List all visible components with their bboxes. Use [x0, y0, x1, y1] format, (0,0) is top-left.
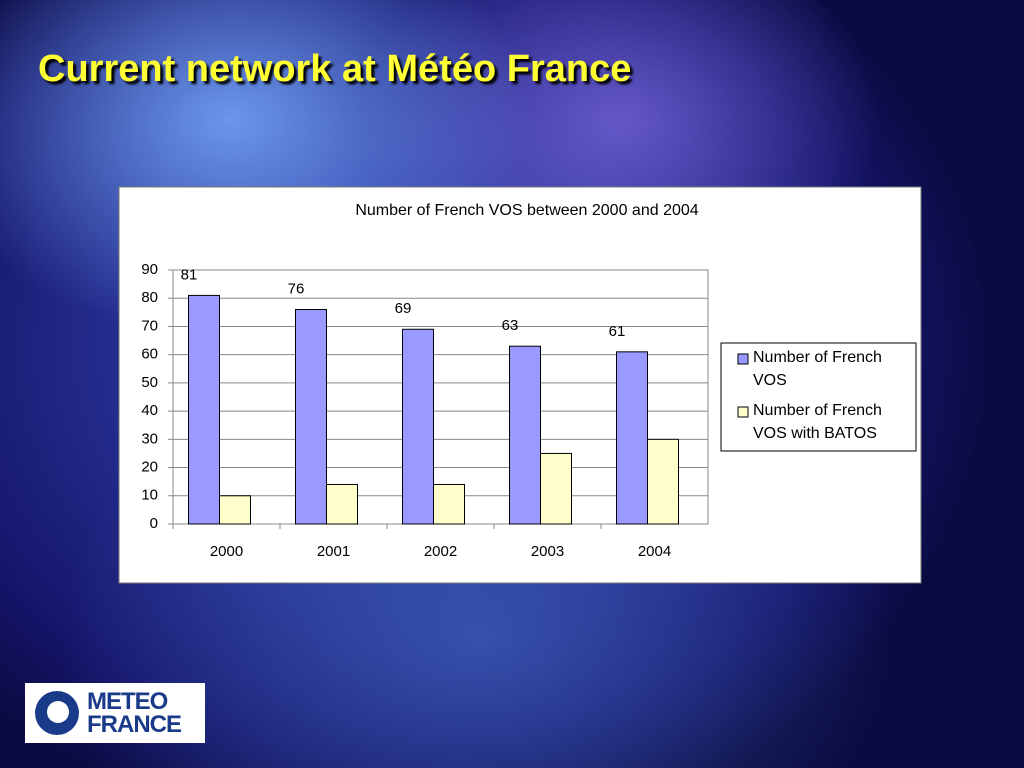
y-tick-label: 20	[141, 459, 158, 476]
logo: METEO FRANCE	[25, 683, 205, 743]
data-label: 81	[181, 266, 198, 283]
logo-icon	[35, 691, 79, 735]
legend-entry: Number of French VOS	[753, 349, 882, 389]
bar	[616, 351, 648, 525]
x-tick-label: 2001	[317, 543, 350, 560]
legend-entry: Number of French VOS with BATOS	[753, 402, 882, 442]
legend-swatch	[737, 406, 749, 418]
y-tick-label: 10	[141, 487, 158, 504]
chart-title: Number of French VOS between 2000 and 20…	[355, 202, 698, 219]
bar	[540, 452, 572, 525]
bar	[402, 328, 434, 525]
legend-box	[720, 342, 917, 452]
legend-label: Number of French VOS	[753, 349, 882, 389]
data-label: 61	[609, 323, 626, 340]
x-tick-label: 2003	[531, 543, 564, 560]
bar	[188, 294, 220, 525]
bar	[326, 483, 358, 525]
logo-text: METEO	[87, 688, 168, 715]
data-label: 76	[288, 280, 305, 297]
slide-title: Current network at Météo France	[38, 48, 632, 90]
y-tick-label: 30	[141, 430, 158, 447]
y-tick-label: 40	[141, 402, 158, 419]
bar	[509, 345, 541, 525]
x-tick-label: 2004	[638, 543, 671, 560]
y-tick-label: 60	[141, 346, 158, 363]
data-label: 69	[395, 300, 412, 317]
y-tick-label: 50	[141, 374, 158, 391]
y-tick-label: 80	[141, 289, 158, 306]
legend-label: Number of French VOS with BATOS	[753, 402, 882, 442]
y-tick-label: 0	[150, 515, 158, 532]
y-tick-label: 90	[141, 261, 158, 278]
bar	[433, 483, 465, 525]
bar	[647, 438, 679, 525]
bar	[219, 495, 251, 525]
x-tick-label: 2002	[424, 543, 457, 560]
x-tick-label: 2000	[210, 543, 243, 560]
legend-swatch	[737, 353, 749, 365]
y-tick-label: 70	[141, 317, 158, 334]
bar	[295, 309, 327, 525]
data-label: 63	[502, 317, 519, 334]
logo-text: FRANCE	[87, 711, 182, 738]
